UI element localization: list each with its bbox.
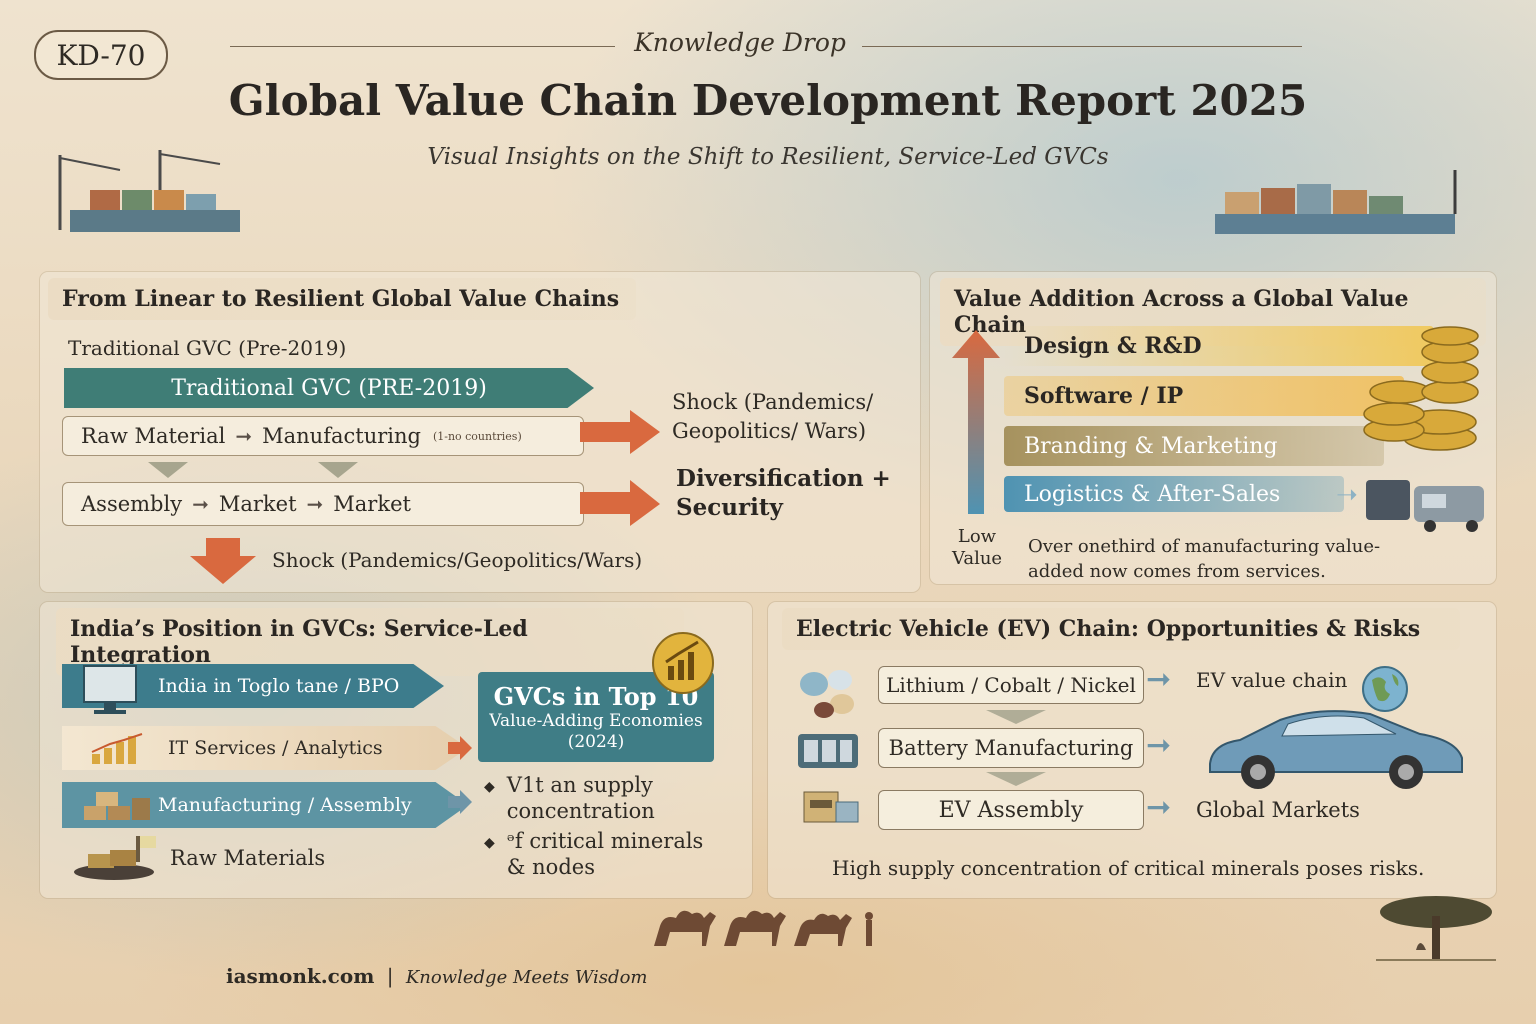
- footer-tagline: Knowledge Meets Wisdom: [405, 967, 648, 988]
- shock-bottom-label: Shock (Pandemics/Geopolitics/Wars): [272, 548, 643, 572]
- electric-car-illustration: [1209, 710, 1463, 789]
- assembly-label: Assembly: [81, 492, 183, 516]
- ev-step-minerals: Lithium / Cobalt / Nickel: [878, 666, 1144, 704]
- value-up-arrow-icon: [952, 330, 1000, 514]
- low-value-label: Low Value: [952, 526, 1003, 569]
- countries-note: (1-no countries): [432, 429, 522, 443]
- services-note: Over onethird of manufacturing value-add…: [1028, 536, 1381, 582]
- manufacturing-label: Manufacturing: [262, 424, 421, 448]
- global-markets-label: Global Markets: [1196, 798, 1360, 822]
- bar-chart-icon: [91, 733, 143, 764]
- market-label-1: Market: [218, 492, 297, 516]
- header-rule-left: [230, 46, 615, 47]
- gold-coins-illustration: [1363, 326, 1479, 451]
- ev-risk-note: High supply concentration of critical mi…: [832, 856, 1425, 880]
- footer-separator: |: [386, 964, 394, 988]
- bullet-text: ᵊf critical minerals & nodes: [506, 829, 704, 879]
- tier-design-rd: Design & R&D: [1004, 326, 1434, 366]
- gvc-callout: GVCs in Top 10 Value-Adding Economies (2…: [478, 672, 714, 762]
- header-rule-right: [862, 46, 1302, 47]
- chevron-down-icon: [986, 710, 1046, 724]
- traditional-banner: Traditional GVC (PRE-2019): [64, 368, 594, 408]
- small-orange-arrows: [448, 736, 472, 814]
- cargo-ship-left-illustration: [58, 150, 240, 232]
- kicker: Knowledge Drop: [634, 28, 846, 57]
- ev-value-chain-label: EV value chain: [1196, 668, 1348, 692]
- tier-logistics-aftersales: Logistics & After-Sales: [1004, 476, 1344, 512]
- linear-panel-title: From Linear to Resilient Global Value Ch…: [48, 278, 636, 320]
- bullet-item: ◆ V1t an supply concentration: [484, 772, 724, 824]
- arrow-right-icon: ➝: [1336, 480, 1358, 510]
- arrow-right-icon: ➞: [1146, 790, 1172, 825]
- computer-icon: [83, 665, 137, 714]
- ev-step-battery: Battery Manufacturing: [878, 728, 1144, 768]
- tree-illustration: [1376, 896, 1496, 961]
- traditional-caption: Traditional GVC (Pre-2019): [68, 336, 347, 360]
- camel-caravan-illustration: [654, 910, 873, 946]
- india-layer-raw: Raw Materials: [170, 846, 326, 870]
- diversification-label: Diversification + Security: [676, 465, 891, 521]
- market-label-2: Market: [333, 492, 411, 516]
- down-chevrons: [148, 462, 358, 478]
- ev-panel-title: Electric Vehicle (EV) Chain: Opportuniti…: [782, 608, 1460, 650]
- arrow-right-icon: ➞: [235, 424, 253, 448]
- shock-down-arrow-icon: [190, 538, 256, 584]
- page-subtitle: Visual Insights on the Shift to Resilien…: [427, 144, 1109, 170]
- assembly-icon: [803, 791, 859, 823]
- issue-badge: KD-70: [34, 30, 168, 80]
- raw-materials-icon: [74, 836, 156, 880]
- flow-row-1: Raw Material ➞ Manufacturing (1-no count…: [62, 416, 584, 456]
- tier-branding-marketing: Branding & Marketing: [1004, 426, 1384, 466]
- logistics-illustration: [1366, 480, 1484, 532]
- diamond-icon: ◆: [484, 779, 495, 795]
- cargo-ship-right-illustration: [1215, 170, 1457, 234]
- raw-material-label: Raw Material: [81, 424, 226, 448]
- bullet-text: V1t an supply concentration: [506, 773, 655, 823]
- tier-software-ip: Software / IP: [1004, 376, 1404, 416]
- blocks-icon: [84, 792, 150, 820]
- battery-icon: [798, 734, 858, 768]
- growth-medal-icon: [652, 632, 714, 694]
- arrow-right-icon: ➞: [1146, 728, 1172, 763]
- shock-right-label: Shock (Pandemics/ Geopolitics/ Wars): [672, 390, 874, 443]
- callout-bullets: ◆ V1t an supply concentration ◆ ᵊf criti…: [484, 772, 724, 892]
- india-layer-manufacturing: Manufacturing / Assembly: [62, 782, 468, 828]
- footer-site[interactable]: iasmonk.com: [226, 964, 375, 988]
- minerals-icon: [800, 670, 854, 718]
- arrow-right-icon: ➞: [192, 492, 209, 516]
- footer: iasmonk.com | Knowledge Meets Wisdom: [226, 964, 647, 988]
- diamond-icon: ◆: [484, 835, 495, 851]
- chevron-down-icon: [986, 772, 1046, 786]
- globe-icon: [1362, 666, 1408, 712]
- arrow-right-icon: ➞: [1146, 662, 1172, 697]
- flow-row-2: Assembly ➞ Market ➞ Market: [62, 482, 584, 526]
- ev-step-assembly: EV Assembly: [878, 790, 1144, 830]
- arrow-right-icon: ➞: [306, 492, 324, 516]
- orange-arrows: [580, 410, 660, 526]
- page-title: Global Value Chain Development Report 20…: [228, 76, 1308, 125]
- callout-sub: Value-Adding Economies (2024): [489, 711, 703, 752]
- bullet-item: ◆ ᵊf critical minerals & nodes: [484, 828, 724, 880]
